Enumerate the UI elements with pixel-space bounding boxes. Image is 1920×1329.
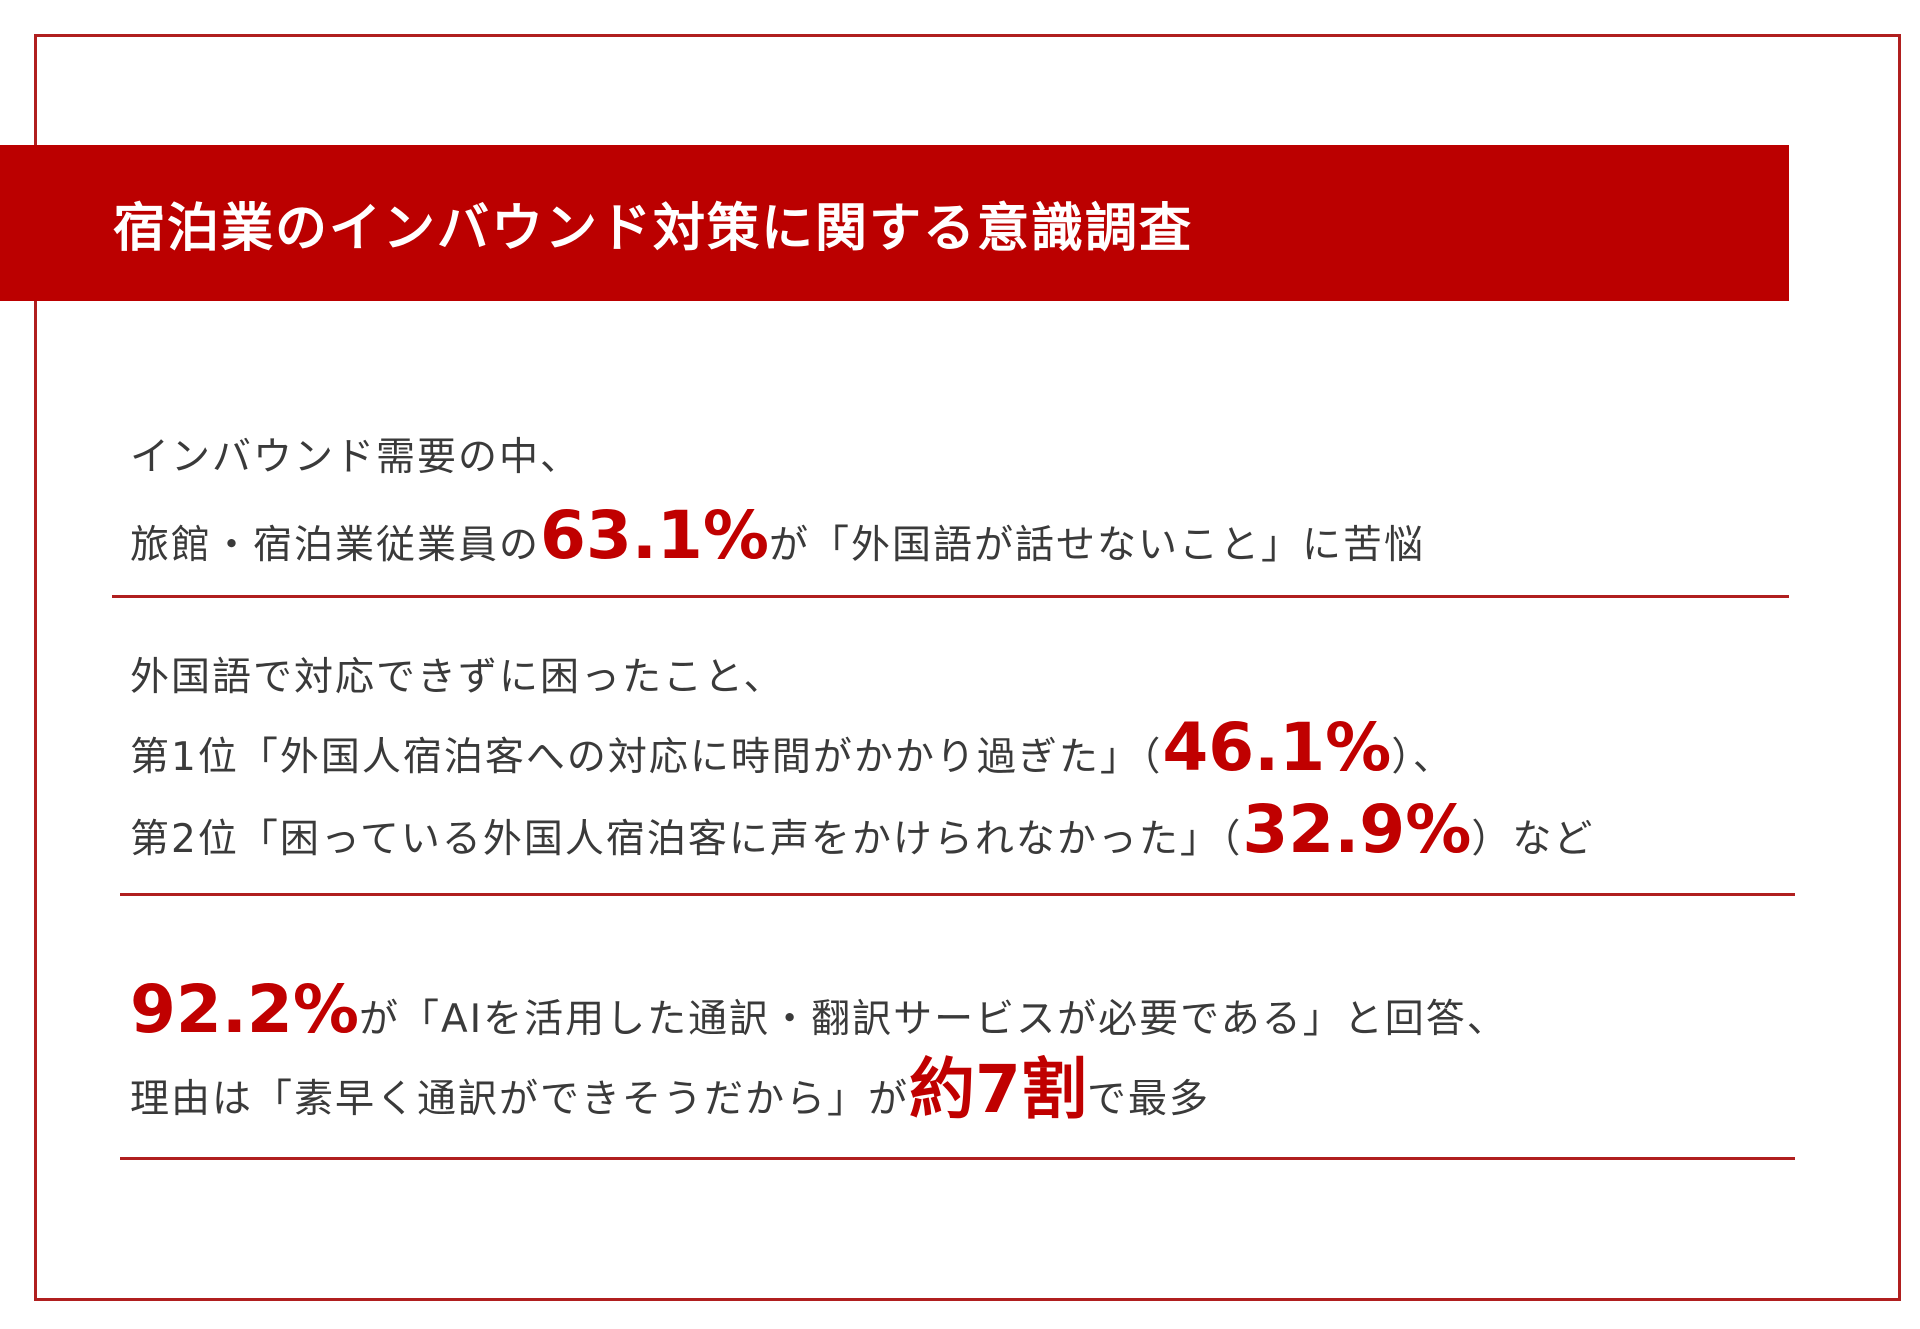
finding-2-row-2: 第1位「外国人宿泊客への対応に時間がかかり過ぎた」（46.1%）、 bbox=[130, 715, 1780, 781]
finding-1-percentage: 63.1% bbox=[540, 497, 769, 574]
finding-2-line-2: 第1位「外国人宿泊客への対応に時間がかかり過ぎた」（46.1%）、 bbox=[130, 715, 1780, 781]
finding-3: 92.2%が「AIを活用した通訳・翻訳サービスが必要である」と回答、 bbox=[130, 977, 1780, 1043]
outer-frame bbox=[34, 34, 1901, 1301]
finding-3-line-1: 92.2%が「AIを活用した通訳・翻訳サービスが必要である」と回答、 bbox=[130, 977, 1780, 1043]
finding-2-rank-2-post: ）など bbox=[1471, 817, 1595, 862]
finding-3-text-post: が「AIを活用した通訳・翻訳サービスが必要である」と回答、 bbox=[358, 997, 1508, 1042]
finding-2-line-3: 第2位「困っている外国人宿泊客に声をかけられなかった」（32.9%）など bbox=[130, 797, 1780, 863]
finding-1-text-pre: 旅館・宿泊業従業員の bbox=[130, 523, 541, 568]
finding-3-percentage: 92.2% bbox=[130, 971, 359, 1048]
finding-1-line-1: インバウンド需要の中、 bbox=[130, 435, 582, 480]
divider-3 bbox=[120, 1157, 1795, 1160]
finding-2: 外国語で対応できずに困ったこと、 bbox=[130, 658, 1780, 697]
page-title: 宿泊業のインバウンド対策に関する意識調査 bbox=[113, 198, 1194, 259]
finding-1-line-2: 旅館・宿泊業従業員の63.1%が「外国語が話せないこと」に苦悩 bbox=[130, 503, 1780, 569]
finding-3-reason-post: で最多 bbox=[1086, 1077, 1210, 1122]
finding-1: インバウンド需要の中、 bbox=[130, 438, 1780, 477]
finding-3-row-2: 理由は「素早く通訳ができそうだから」が約7割で最多 bbox=[130, 1057, 1780, 1123]
finding-1-text-post: が「外国語が話せないこと」に苦悩 bbox=[769, 523, 1426, 568]
finding-3-line-2: 理由は「素早く通訳ができそうだから」が約7割で最多 bbox=[130, 1057, 1780, 1123]
divider-2 bbox=[120, 893, 1795, 896]
divider-1 bbox=[112, 595, 1789, 598]
finding-2-rank-2-percentage: 32.9% bbox=[1242, 791, 1472, 868]
title-banner: 宿泊業のインバウンド対策に関する意識調査 bbox=[0, 145, 1789, 301]
finding-3-ratio: 約7割 bbox=[909, 1051, 1087, 1128]
finding-1-row-2: 旅館・宿泊業従業員の63.1%が「外国語が話せないこと」に苦悩 bbox=[130, 503, 1780, 569]
finding-2-rank-1-percentage: 46.1% bbox=[1162, 709, 1392, 786]
finding-2-line-1: 外国語で対応できずに困ったこと、 bbox=[130, 655, 785, 700]
finding-2-rank-1-post: ）、 bbox=[1391, 735, 1454, 780]
finding-3-reason-pre: 理由は「素早く通訳ができそうだから」が bbox=[130, 1077, 910, 1122]
finding-2-rank-2-pre: 第2位「困っている外国人宿泊客に声をかけられなかった」（ bbox=[130, 817, 1243, 862]
finding-2-row-3: 第2位「困っている外国人宿泊客に声をかけられなかった」（32.9%）など bbox=[130, 797, 1780, 863]
finding-2-rank-1-pre: 第1位「外国人宿泊客への対応に時間がかかり過ぎた」（ bbox=[130, 735, 1163, 780]
